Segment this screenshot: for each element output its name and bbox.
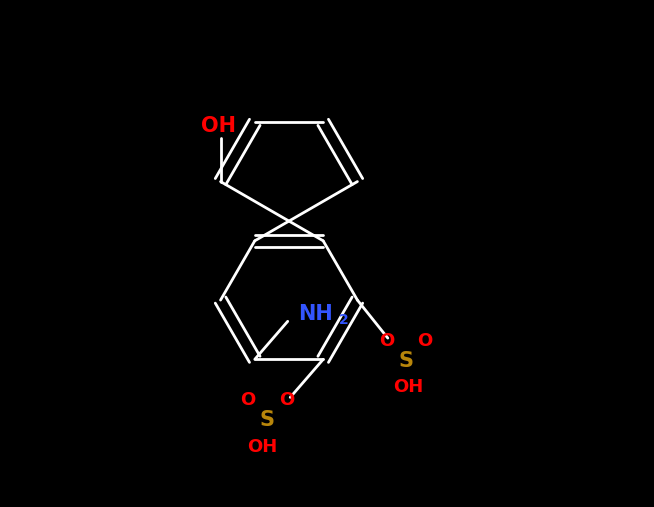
Text: OH: OH <box>393 378 423 396</box>
Text: O: O <box>241 391 256 409</box>
Text: S: S <box>398 351 413 371</box>
Text: OH: OH <box>201 116 235 136</box>
Text: O: O <box>279 391 294 409</box>
Text: NH: NH <box>298 304 333 323</box>
Text: O: O <box>379 332 394 350</box>
Text: O: O <box>417 332 432 350</box>
Text: 2: 2 <box>339 313 349 327</box>
Text: OH: OH <box>247 438 277 456</box>
Text: S: S <box>260 410 275 430</box>
